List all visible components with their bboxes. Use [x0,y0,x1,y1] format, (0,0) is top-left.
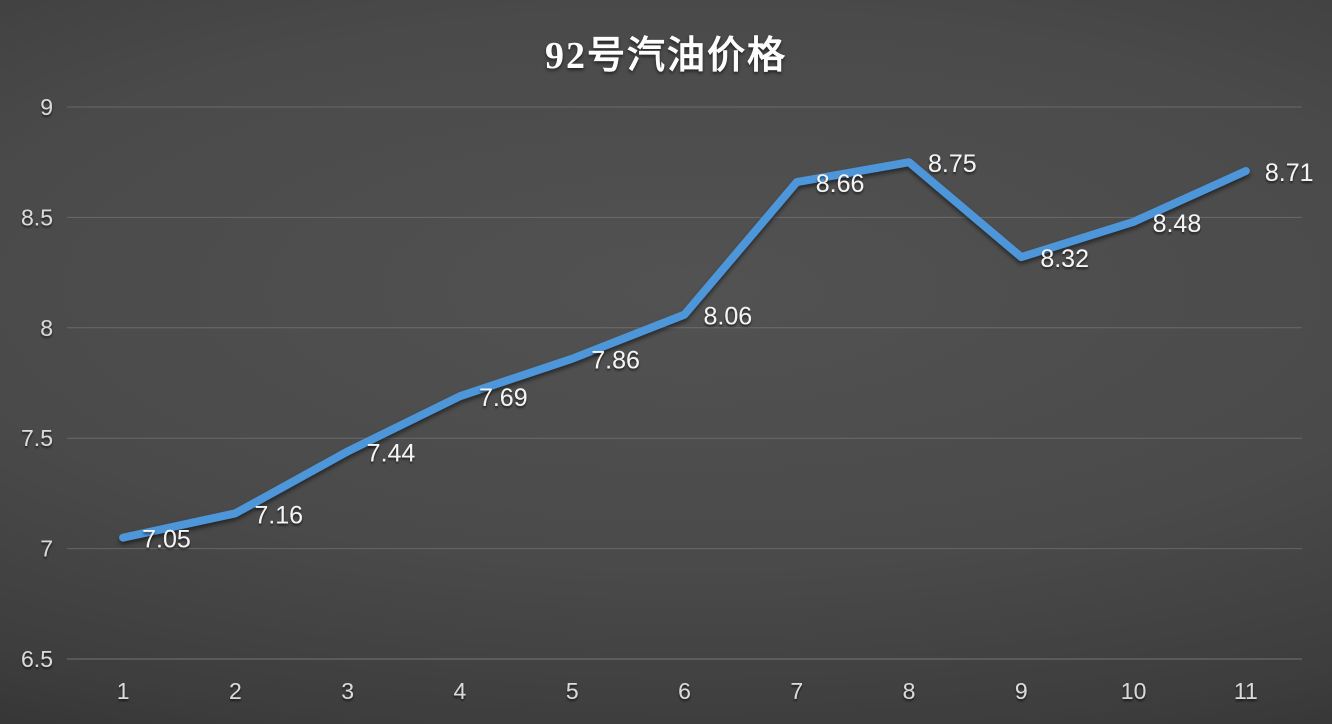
gridlines [67,106,1302,660]
x-axis-tick-label: 2 [229,678,242,704]
x-axis-tick-label: 1 [117,678,130,704]
x-axis-tick-label: 4 [454,678,467,704]
x-axis-tick-label: 6 [678,678,691,704]
x-axis-tick-label: 11 [1234,678,1258,704]
data-label: 7.69 [479,384,528,412]
x-axis-tick-labels: 1 2 3 4 5 6 7 8 9 10 11 [117,678,1258,704]
data-label: 7.44 [367,439,416,467]
data-label: 8.66 [816,170,865,198]
chart-title: 92号汽油价格 [544,35,787,77]
y-axis-tick-label: 8.5 [21,204,53,230]
x-axis-tick-label: 9 [1015,678,1028,704]
data-label: 8.06 [704,303,753,331]
x-axis-tick-label: 8 [903,678,916,704]
data-label: 8.75 [928,150,977,178]
y-axis-tick-label: 6.5 [21,646,53,672]
x-axis-tick-label: 3 [341,678,354,704]
data-labels: 7.05 7.16 7.44 7.69 7.86 8.06 8.66 8.75 8.32 8.48… [142,150,1313,553]
x-axis-tick-label: 5 [566,678,579,704]
y-axis-tick-labels: 9 8.5 8 7.5 7 6.5 [21,94,53,672]
data-label: 7.16 [254,501,303,529]
data-label: 7.86 [591,347,640,375]
y-axis-tick-label: 8 [40,315,53,341]
data-label: 7.05 [142,526,191,554]
y-axis-tick-label: 7 [40,536,53,562]
y-axis-tick-label: 9 [40,94,53,120]
y-axis-tick-label: 7.5 [21,425,53,451]
data-label: 8.71 [1265,159,1314,187]
data-label: 8.48 [1153,210,1202,238]
x-axis-tick-label: 10 [1121,678,1147,704]
data-label: 8.32 [1040,245,1089,273]
x-axis-tick-label: 7 [790,678,803,704]
price-line-series [119,158,1250,542]
